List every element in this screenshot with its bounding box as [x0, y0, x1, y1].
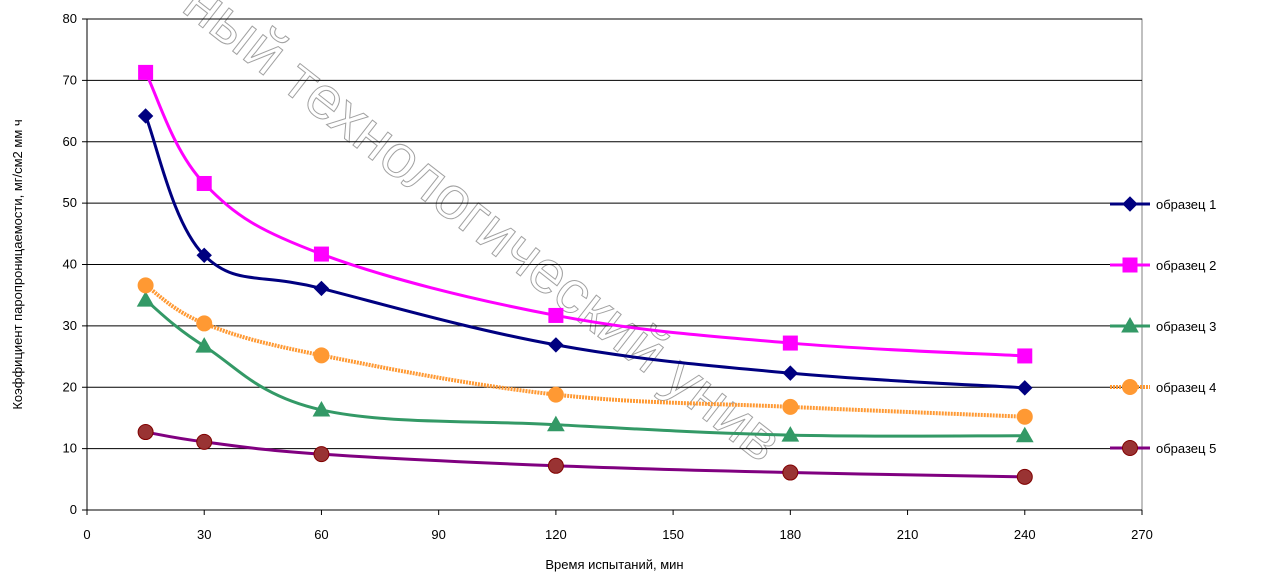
x-tick-label: 270: [1131, 527, 1153, 542]
y-tick-label: 0: [70, 502, 77, 517]
series-line: [144, 298, 1025, 438]
x-tick-label: 180: [779, 527, 801, 542]
watermark-text: ный технологический унив: [172, 0, 795, 475]
data-point-marker: [1015, 426, 1034, 443]
y-tick-label: 70: [63, 72, 77, 87]
data-point-marker: [1121, 316, 1139, 333]
data-point-marker: [547, 457, 564, 474]
series-line: [145, 430, 1025, 479]
y-tick-label: 50: [63, 195, 77, 210]
series-group: [136, 64, 1034, 485]
data-point-marker: [547, 386, 564, 403]
watermark: ный технологический унив: [171, 0, 795, 475]
legend-item-2: образец 2: [1110, 257, 1216, 273]
data-point-marker: [781, 426, 800, 442]
data-point-marker: [1122, 440, 1138, 456]
axes: 0 10 20 30 40 50 60 70 80 0 30 60 90 120 150 180 210 240 2…: [63, 11, 1153, 542]
x-tick-label: 210: [897, 527, 919, 542]
data-point-marker: [195, 337, 214, 353]
series-1: [137, 108, 1033, 396]
legend: образец 1 образец 2 образец 3 образец 4 обра…: [1110, 196, 1216, 456]
data-point-marker: [782, 365, 799, 381]
data-point-marker: [136, 291, 155, 307]
x-tick-label: 0: [83, 527, 90, 542]
x-tick-label: 90: [431, 527, 445, 542]
legend-label: образец 3: [1156, 319, 1216, 334]
data-point-marker: [196, 247, 212, 264]
y-tick-label: 10: [63, 441, 77, 456]
data-point-marker: [138, 64, 154, 80]
series-5: [137, 424, 1033, 485]
data-point-marker: [1122, 196, 1138, 212]
data-point-marker: [548, 337, 564, 353]
legend-item-3: образец 3: [1110, 316, 1216, 334]
legend-label: образец 4: [1156, 380, 1216, 395]
y-tick-label: 80: [63, 11, 77, 26]
data-point-marker: [1122, 257, 1138, 273]
legend-label: образец 2: [1156, 258, 1216, 273]
series-3: [136, 291, 1034, 443]
data-point-marker: [196, 433, 213, 450]
legend-item-5: образец 5: [1110, 440, 1216, 456]
y-tick-label: 40: [63, 257, 77, 272]
data-point-marker: [137, 108, 154, 124]
data-point-marker: [547, 415, 565, 432]
series-4: [137, 277, 1033, 425]
data-point-marker: [1122, 379, 1138, 395]
data-point-marker: [137, 277, 154, 294]
y-tick-label: 30: [63, 318, 77, 333]
x-tick-label: 30: [197, 527, 211, 542]
data-point-marker: [196, 175, 212, 191]
data-point-marker: [1017, 380, 1033, 396]
x-axis-title: Время испытаний, мин: [545, 557, 683, 572]
data-point-marker: [1016, 468, 1033, 485]
data-point-marker: [1017, 348, 1033, 364]
series-line: [144, 283, 1025, 419]
data-point-marker: [137, 424, 154, 441]
y-axis-title: Коэффициент паропроницаемости, мг/см2 мм…: [10, 119, 25, 409]
x-tick-label: 150: [662, 527, 684, 542]
legend-label: образец 1: [1156, 197, 1216, 212]
x-tick-label: 240: [1014, 527, 1036, 542]
x-tick-label: 60: [314, 527, 328, 542]
data-point-marker: [782, 398, 799, 415]
data-point-marker: [782, 335, 798, 351]
legend-item-4: образец 4: [1110, 379, 1216, 395]
legend-item-1: образец 1: [1110, 196, 1216, 212]
legend-label: образец 5: [1156, 441, 1216, 456]
x-tick-label: 120: [545, 527, 567, 542]
y-tick-label: 20: [63, 379, 77, 394]
data-point-marker: [782, 464, 799, 481]
y-tick-label: 60: [63, 134, 77, 149]
series-2: [138, 64, 1033, 364]
data-point-marker: [313, 347, 330, 364]
data-point-marker: [1016, 408, 1033, 425]
data-point-marker: [313, 246, 329, 262]
data-point-marker: [548, 307, 564, 323]
data-point-marker: [313, 280, 330, 297]
data-point-marker: [196, 315, 213, 332]
data-point-marker: [313, 446, 330, 463]
data-point-marker: [312, 400, 331, 417]
